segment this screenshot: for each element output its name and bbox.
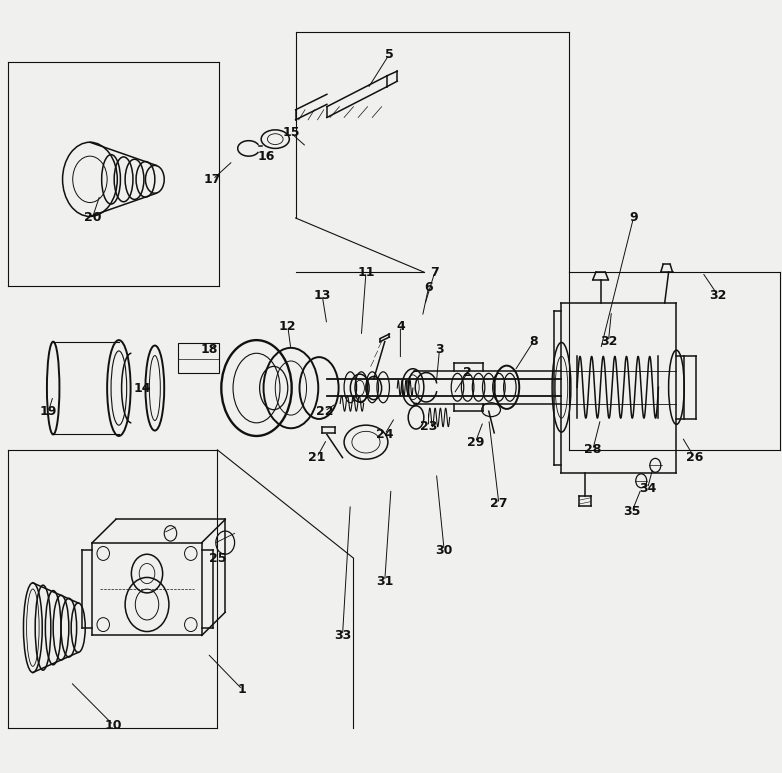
Text: 2: 2 xyxy=(463,366,472,379)
Text: 31: 31 xyxy=(376,575,393,587)
Text: 5: 5 xyxy=(385,48,394,60)
Text: 12: 12 xyxy=(279,320,296,332)
Text: 18: 18 xyxy=(201,343,218,356)
Text: 1: 1 xyxy=(238,683,247,696)
Text: 8: 8 xyxy=(529,335,538,348)
Text: 34: 34 xyxy=(639,482,656,495)
Text: 10: 10 xyxy=(105,719,122,731)
Text: 21: 21 xyxy=(308,451,325,464)
Text: 16: 16 xyxy=(257,150,274,162)
Text: 32: 32 xyxy=(600,335,617,348)
Text: 20: 20 xyxy=(84,212,101,224)
Text: 28: 28 xyxy=(584,444,601,456)
Text: 4: 4 xyxy=(396,320,405,332)
Text: 17: 17 xyxy=(204,173,221,186)
Text: 14: 14 xyxy=(134,382,151,394)
Bar xyxy=(178,343,219,373)
Text: 35: 35 xyxy=(623,506,640,518)
Text: 27: 27 xyxy=(490,498,508,510)
Text: 7: 7 xyxy=(430,266,439,278)
Text: 15: 15 xyxy=(282,127,300,139)
Text: 13: 13 xyxy=(314,289,331,301)
Text: 24: 24 xyxy=(376,428,393,441)
Text: 11: 11 xyxy=(357,266,375,278)
Text: 6: 6 xyxy=(424,281,433,294)
Text: 9: 9 xyxy=(629,212,638,224)
Text: 33: 33 xyxy=(334,629,351,642)
Text: 22: 22 xyxy=(316,405,333,417)
Text: 3: 3 xyxy=(435,343,444,356)
Text: 25: 25 xyxy=(209,552,226,564)
Text: 26: 26 xyxy=(686,451,703,464)
Text: 23: 23 xyxy=(420,421,437,433)
Text: 19: 19 xyxy=(40,405,57,417)
Text: 29: 29 xyxy=(467,436,484,448)
Text: 30: 30 xyxy=(436,544,453,557)
Text: 32: 32 xyxy=(709,289,726,301)
